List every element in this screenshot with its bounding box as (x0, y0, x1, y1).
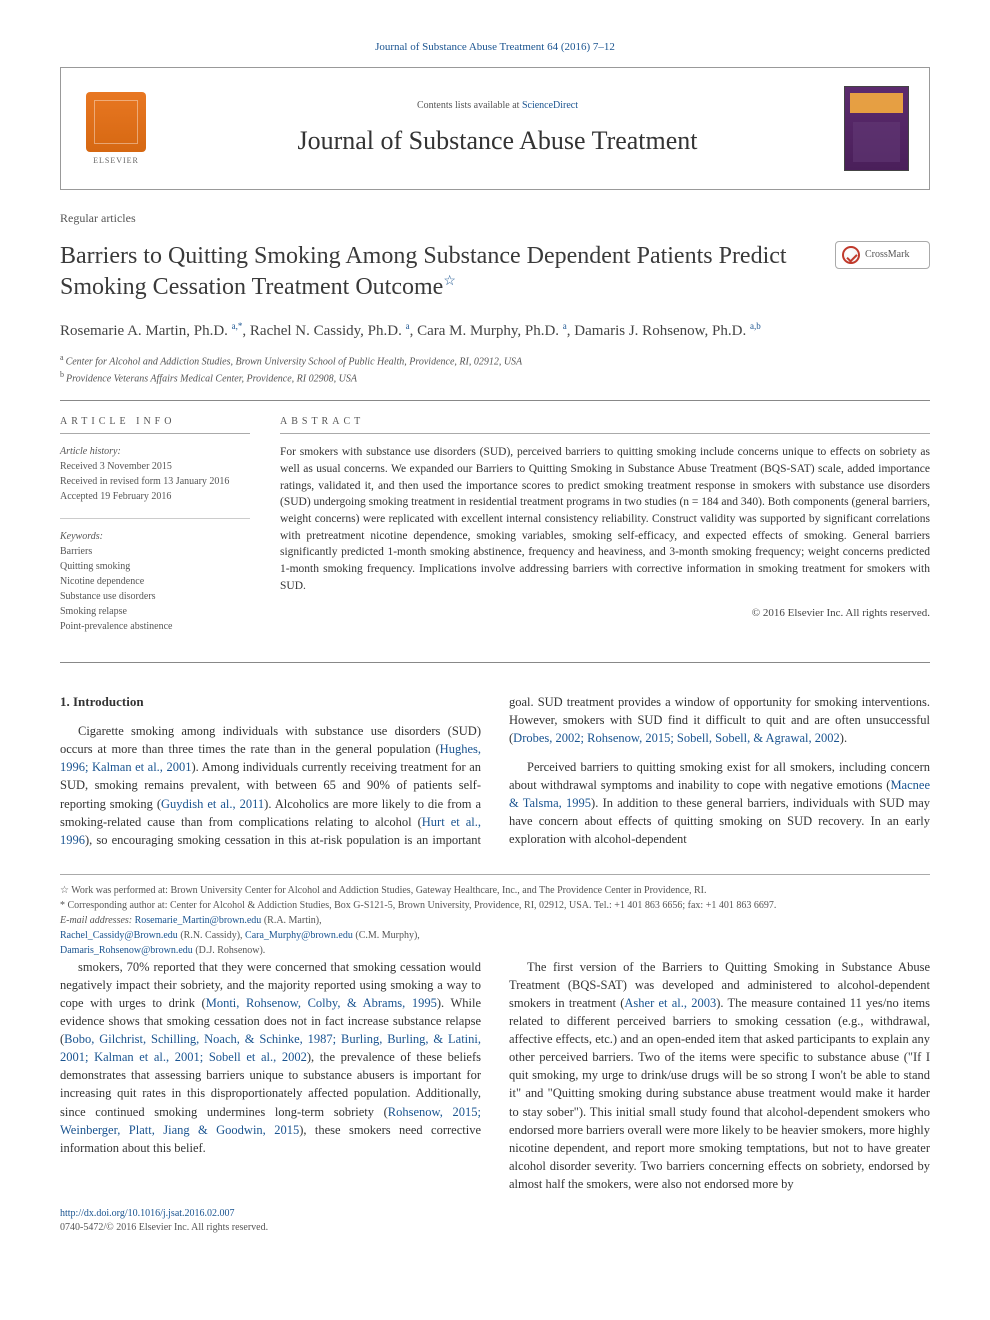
body-text: Cigarette smoking among individuals with… (60, 724, 481, 756)
keyword-item: Substance use disorders (60, 589, 250, 604)
affiliation-b-text: Providence Veterans Affairs Medical Cent… (66, 373, 357, 384)
footnotes-block: ☆ Work was performed at: Brown Universit… (60, 874, 930, 958)
affiliations-block: aCenter for Alcohol and Addiction Studie… (60, 352, 930, 387)
citation-link[interactable]: Monti, Rohsenow, Colby, & Abrams, 1995 (206, 996, 437, 1010)
author-3[interactable]: , Cara M. Murphy, Ph.D. (410, 323, 559, 339)
citation-link[interactable]: Asher et al., 2003 (624, 996, 716, 1010)
title-footnote-star[interactable]: ☆ (443, 274, 456, 289)
abstract-text: For smokers with substance use disorders… (280, 444, 930, 594)
body-paragraph: smokers, 70% reported that they were con… (60, 958, 481, 1157)
email-link[interactable]: Cara_Murphy@brown.edu (245, 930, 353, 941)
citation-link[interactable]: Drobes, 2002; Rohsenow, 2015; Sobell, So… (513, 731, 840, 745)
email-link[interactable]: Damaris_Rohsenow@brown.edu (60, 945, 193, 956)
abstract-head: ABSTRACT (280, 415, 930, 434)
info-divider (60, 518, 250, 519)
journal-name: Journal of Substance Abuse Treatment (151, 123, 844, 159)
body-text: Perceived barriers to quitting smoking e… (509, 760, 930, 792)
separator-rule-2 (60, 662, 930, 663)
page-container: Journal of Substance Abuse Treatment 64 … (0, 0, 990, 1265)
keyword-item: Nicotine dependence (60, 574, 250, 589)
affiliation-b: bProvidence Veterans Affairs Medical Cen… (60, 369, 930, 386)
authors-line: Rosemarie A. Martin, Ph.D. a,*, Rachel N… (60, 320, 930, 342)
title-text: Barriers to Quitting Smoking Among Subst… (60, 243, 787, 300)
affiliation-a-text: Center for Alcohol and Addiction Studies… (66, 356, 523, 367)
history-received: Received 3 November 2015 (60, 459, 250, 474)
history-accepted: Accepted 19 February 2016 (60, 489, 250, 504)
affiliation-a: aCenter for Alcohol and Addiction Studie… (60, 352, 930, 369)
elsevier-label: ELSEVIER (93, 155, 139, 166)
email-name: (D.J. Rohsenow). (193, 945, 266, 956)
contents-available-line: Contents lists available at ScienceDirec… (151, 99, 844, 113)
email-link[interactable]: Rachel_Cassidy@Brown.edu (60, 930, 178, 941)
body-text: ). The measure contained 11 yes/no items… (509, 996, 930, 1191)
header-masthead: ELSEVIER Contents lists available at Sci… (60, 67, 930, 190)
body-two-column: 1. Introduction Cigarette smoking among … (60, 693, 930, 1193)
article-info-head: ARTICLE INFO (60, 415, 250, 434)
footnote-work: ☆ Work was performed at: Brown Universit… (60, 883, 930, 898)
article-history-block: Article history: Received 3 November 201… (60, 444, 250, 504)
footer-block: http://dx.doi.org/10.1016/j.jsat.2016.02… (60, 1207, 930, 1235)
article-info-column: ARTICLE INFO Article history: Received 3… (60, 415, 250, 648)
contents-prefix: Contents lists available at (417, 100, 522, 111)
header-journal-ref[interactable]: Journal of Substance Abuse Treatment 64 … (60, 40, 930, 55)
keyword-item: Smoking relapse (60, 604, 250, 619)
author-1[interactable]: Rosemarie A. Martin, Ph.D. (60, 323, 228, 339)
footnote-corresponding: * Corresponding author at: Center for Al… (60, 898, 930, 913)
article-type-label: Regular articles (60, 210, 930, 227)
email-name: (R.A. Martin), (261, 915, 321, 926)
separator-rule (60, 400, 930, 401)
crossmark-badge[interactable]: CrossMark (835, 241, 930, 269)
abstract-copyright: © 2016 Elsevier Inc. All rights reserved… (280, 606, 930, 621)
journal-cover-thumbnail[interactable] (844, 86, 909, 171)
author-1-affil[interactable]: a,* (232, 321, 243, 331)
keyword-item: Quitting smoking (60, 559, 250, 574)
sciencedirect-link[interactable]: ScienceDirect (522, 100, 578, 111)
author-4-affil[interactable]: a,b (750, 321, 761, 331)
email-link[interactable]: Rosemarie_Martin@brown.edu (135, 915, 262, 926)
citation-link[interactable]: Guydish et al., 2011 (161, 797, 264, 811)
keywords-block: Keywords: Barriers Quitting smoking Nico… (60, 529, 250, 634)
article-title: Barriers to Quitting Smoking Among Subst… (60, 241, 835, 303)
doi-link[interactable]: http://dx.doi.org/10.1016/j.jsat.2016.02… (60, 1207, 930, 1221)
keyword-item: Barriers (60, 544, 250, 559)
email-name: (R.N. Cassidy), (178, 930, 245, 941)
keywords-label: Keywords: (60, 529, 250, 544)
info-abstract-row: ARTICLE INFO Article history: Received 3… (60, 415, 930, 648)
elsevier-tree-icon (86, 92, 146, 152)
footnote-emails: E-mail addresses: Rosemarie_Martin@brown… (60, 913, 930, 958)
abstract-column: ABSTRACT For smokers with substance use … (280, 415, 930, 648)
crossmark-label: CrossMark (865, 248, 909, 262)
author-4[interactable]: , Damaris J. Rohsenow, Ph.D. (567, 323, 746, 339)
section-1-heading: 1. Introduction (60, 693, 481, 712)
title-row: Barriers to Quitting Smoking Among Subst… (60, 241, 930, 303)
body-paragraph: The first version of the Barriers to Qui… (509, 958, 930, 1194)
history-revised: Received in revised form 13 January 2016 (60, 474, 250, 489)
body-text: ). (840, 731, 847, 745)
crossmark-icon (842, 246, 860, 264)
header-center: Contents lists available at ScienceDirec… (151, 99, 844, 159)
keyword-item: Point-prevalence abstinence (60, 619, 250, 634)
author-2[interactable]: , Rachel N. Cassidy, Ph.D. (242, 323, 401, 339)
email-name: (C.M. Murphy), (353, 930, 420, 941)
elsevier-logo[interactable]: ELSEVIER (81, 86, 151, 171)
emails-label: E-mail addresses: (60, 915, 135, 926)
body-paragraph: Perceived barriers to quitting smoking e… (509, 758, 930, 849)
issn-line: 0740-5472/© 2016 Elsevier Inc. All right… (60, 1221, 930, 1235)
history-label: Article history: (60, 444, 250, 459)
